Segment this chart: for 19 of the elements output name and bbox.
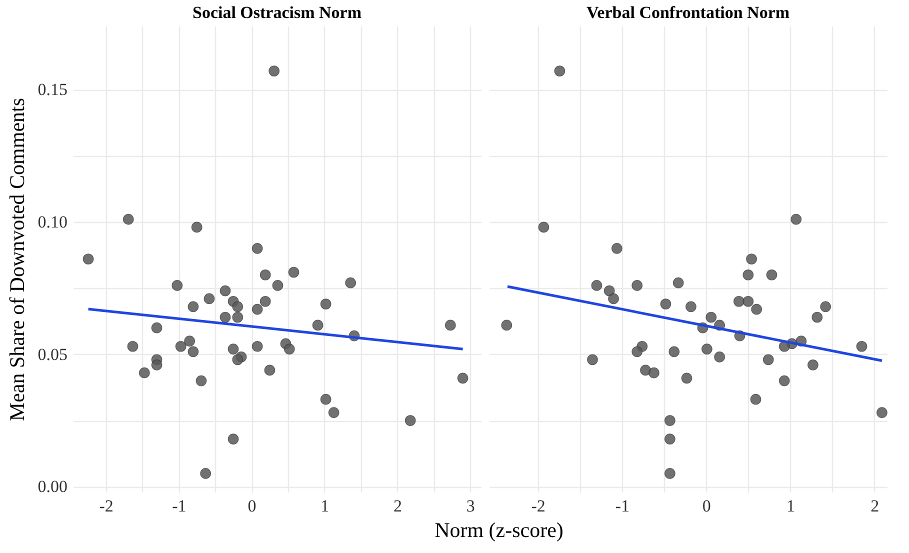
chart-title: Social Ostracism Norm: [192, 3, 362, 22]
y-tick-label: 0.10: [38, 212, 68, 232]
x-tick-label: 2: [393, 496, 402, 516]
chart-title: Verbal Confrontation Norm: [586, 3, 790, 22]
x-tick-label: -1: [172, 496, 186, 516]
y-axis-title: Mean Share of Downvoted Comments: [4, 98, 29, 422]
x-tick-label: 0: [702, 496, 711, 516]
x-tick-label: -2: [99, 496, 114, 516]
x-tick-label: -2: [531, 496, 546, 516]
y-tick-label: 0.05: [38, 344, 68, 364]
y-tick-label: 0.00: [38, 477, 68, 496]
y-tick-label: 0.15: [38, 80, 68, 100]
x-tick-label: 1: [320, 496, 330, 516]
x-tick-label: 1: [786, 496, 795, 516]
x-axis-title: Norm (z-score): [434, 518, 564, 542]
x-tick-label: -1: [615, 496, 630, 516]
x-tick-label: 0: [248, 496, 256, 516]
x-tick-label: 2: [870, 496, 880, 516]
x-tick-label: 3: [466, 496, 475, 516]
